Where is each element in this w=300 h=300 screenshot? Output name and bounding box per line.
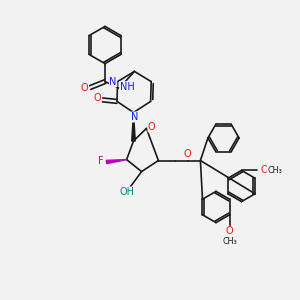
Text: O: O xyxy=(261,165,268,176)
Polygon shape xyxy=(132,112,135,141)
Polygon shape xyxy=(106,160,127,164)
Text: O: O xyxy=(148,122,156,132)
Text: NH: NH xyxy=(119,82,134,92)
Text: O: O xyxy=(226,226,233,236)
Text: N: N xyxy=(131,112,139,122)
Text: CH₃: CH₃ xyxy=(267,166,282,175)
Text: OH: OH xyxy=(119,187,134,197)
Text: N: N xyxy=(110,76,117,87)
Text: O: O xyxy=(81,82,88,93)
Text: O: O xyxy=(184,149,191,160)
Text: F: F xyxy=(98,156,104,167)
Text: O: O xyxy=(93,93,101,103)
Text: CH₃: CH₃ xyxy=(222,237,237,246)
